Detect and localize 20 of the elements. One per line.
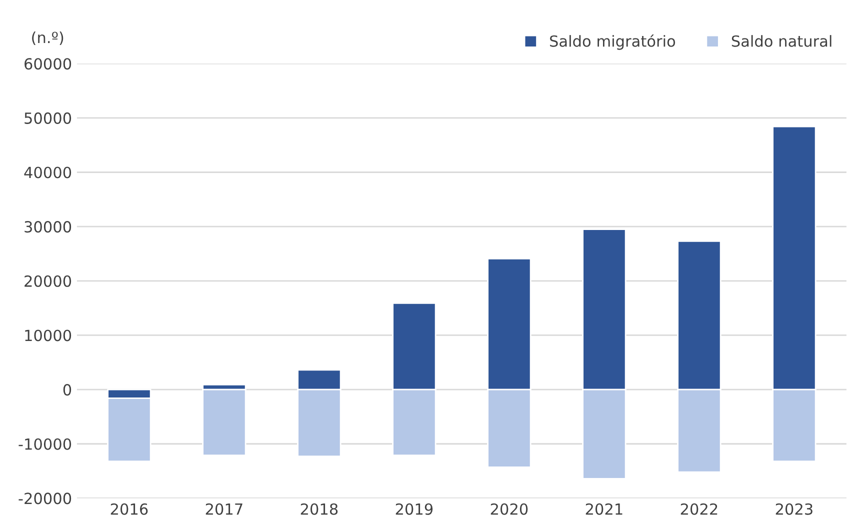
y-tick-label: -10000 bbox=[18, 438, 72, 450]
y-tick-label: 30000 bbox=[24, 221, 72, 233]
x-tick-label: 2020 bbox=[490, 503, 528, 515]
y-tick-label: 50000 bbox=[24, 112, 72, 124]
x-tick-label: 2018 bbox=[300, 503, 338, 515]
y-tick-label: 60000 bbox=[24, 58, 72, 70]
x-tick-label: 2019 bbox=[396, 503, 433, 515]
legend-label: Saldo natural bbox=[732, 35, 832, 47]
x-tick-label: 2021 bbox=[586, 503, 622, 515]
y-tick-label: 10000 bbox=[25, 330, 72, 342]
x-tick-label: 2016 bbox=[110, 503, 148, 515]
y-tick-label: 0 bbox=[63, 384, 72, 396]
legend-label: Saldo migratório bbox=[550, 34, 676, 50]
y-tick-label: 40000 bbox=[24, 166, 72, 178]
x-tick-label: 2017 bbox=[206, 503, 242, 515]
y-tick-label: -20000 bbox=[18, 492, 72, 504]
y-tick-label: 20000 bbox=[24, 275, 72, 287]
y-axis-title: (n.º) bbox=[32, 31, 64, 46]
x-tick-label: 2022 bbox=[680, 503, 718, 515]
x-tick-label: 2023 bbox=[776, 503, 812, 515]
